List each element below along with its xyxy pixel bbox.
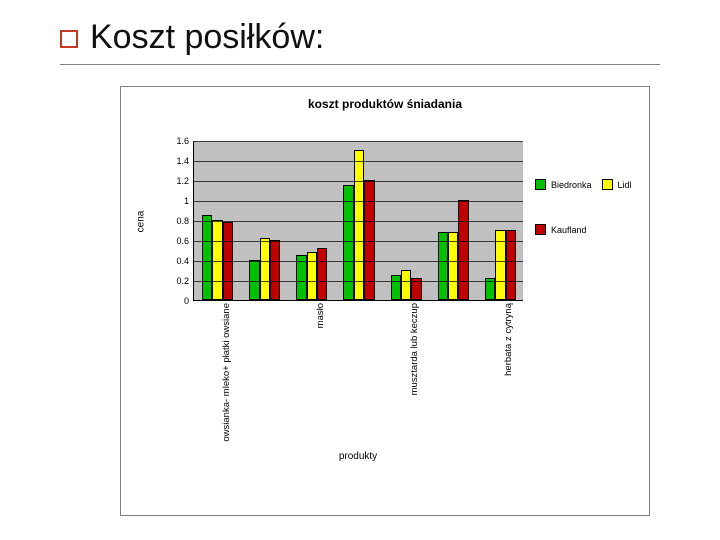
gridline xyxy=(194,201,523,202)
legend-item-kaufland: Kaufland xyxy=(535,224,639,235)
title-rule xyxy=(60,64,660,65)
legend-item-biedronka: Biedronka Lidl xyxy=(535,179,639,190)
x-tick-label: owsianka- mleko+ płatki owsiane xyxy=(221,303,232,442)
x-tick-label: herbata z cytryną xyxy=(503,303,514,376)
gridline xyxy=(194,241,523,242)
bar xyxy=(202,215,212,300)
y-tick-label: 1.2 xyxy=(176,176,189,186)
y-tick-label: 0 xyxy=(184,296,189,306)
gridline xyxy=(194,221,523,222)
y-tick-label: 0.6 xyxy=(176,236,189,246)
bar xyxy=(249,260,259,300)
x-tick-label: musztarda lub keczup xyxy=(409,303,420,395)
bar xyxy=(401,270,411,300)
gridline xyxy=(194,141,523,142)
legend-label: Biedronka xyxy=(551,180,592,190)
x-tick-label: masło xyxy=(315,303,326,328)
bullet-icon xyxy=(60,30,78,48)
gridline xyxy=(194,261,523,262)
legend: Biedronka Lidl Kaufland xyxy=(535,171,639,243)
y-tick-label: 0.8 xyxy=(176,216,189,226)
x-labels: owsianka- mleko+ płatki owsiane masło musz… xyxy=(193,303,523,493)
bar xyxy=(438,232,448,300)
legend-swatch xyxy=(602,179,613,190)
slide-title: Koszt posiłków: xyxy=(90,18,324,57)
y-tick-label: 0.2 xyxy=(176,276,189,286)
bar xyxy=(343,185,353,300)
y-axis-label-text: cena xyxy=(136,210,147,232)
plot-area xyxy=(193,141,523,301)
chart-body: cena Biedronka Lidl Kaufland 0 0.2 0.4 0.6 0… xyxy=(131,141,639,505)
legend-swatch xyxy=(535,224,546,235)
bar xyxy=(270,240,280,300)
bar xyxy=(307,252,317,300)
bar xyxy=(364,180,374,300)
slide: Koszt posiłków: koszt produktów śniadani… xyxy=(0,0,720,540)
gridline xyxy=(194,161,523,162)
legend-label: Kaufland xyxy=(551,225,587,235)
y-tick-label: 1.4 xyxy=(176,156,189,166)
y-tick-label: 0.4 xyxy=(176,256,189,266)
bar xyxy=(317,248,327,300)
bar xyxy=(354,150,364,300)
y-tick-label: 1.6 xyxy=(176,136,189,146)
bar xyxy=(391,275,401,300)
chart-title: koszt produktów śniadania xyxy=(121,97,649,111)
bar xyxy=(458,200,468,300)
x-axis-label: produkty xyxy=(193,451,523,462)
y-ticks: 00.20.40.60.811.21.41.6 xyxy=(163,141,191,301)
bar xyxy=(260,238,270,300)
y-tick-label: 1 xyxy=(184,196,189,206)
legend-label: Lidl xyxy=(618,180,632,190)
legend-swatch xyxy=(535,179,546,190)
bar xyxy=(212,220,222,300)
gridline xyxy=(194,281,523,282)
bar xyxy=(448,232,458,300)
gridline xyxy=(194,181,523,182)
title-row: Koszt posiłków: xyxy=(60,18,660,57)
y-axis-label: cena xyxy=(131,141,151,301)
chart-frame: koszt produktów śniadania cena Biedronka… xyxy=(120,86,650,516)
plot-wrap: 00.20.40.60.811.21.41.6 owsianka- mleko+… xyxy=(163,141,523,301)
